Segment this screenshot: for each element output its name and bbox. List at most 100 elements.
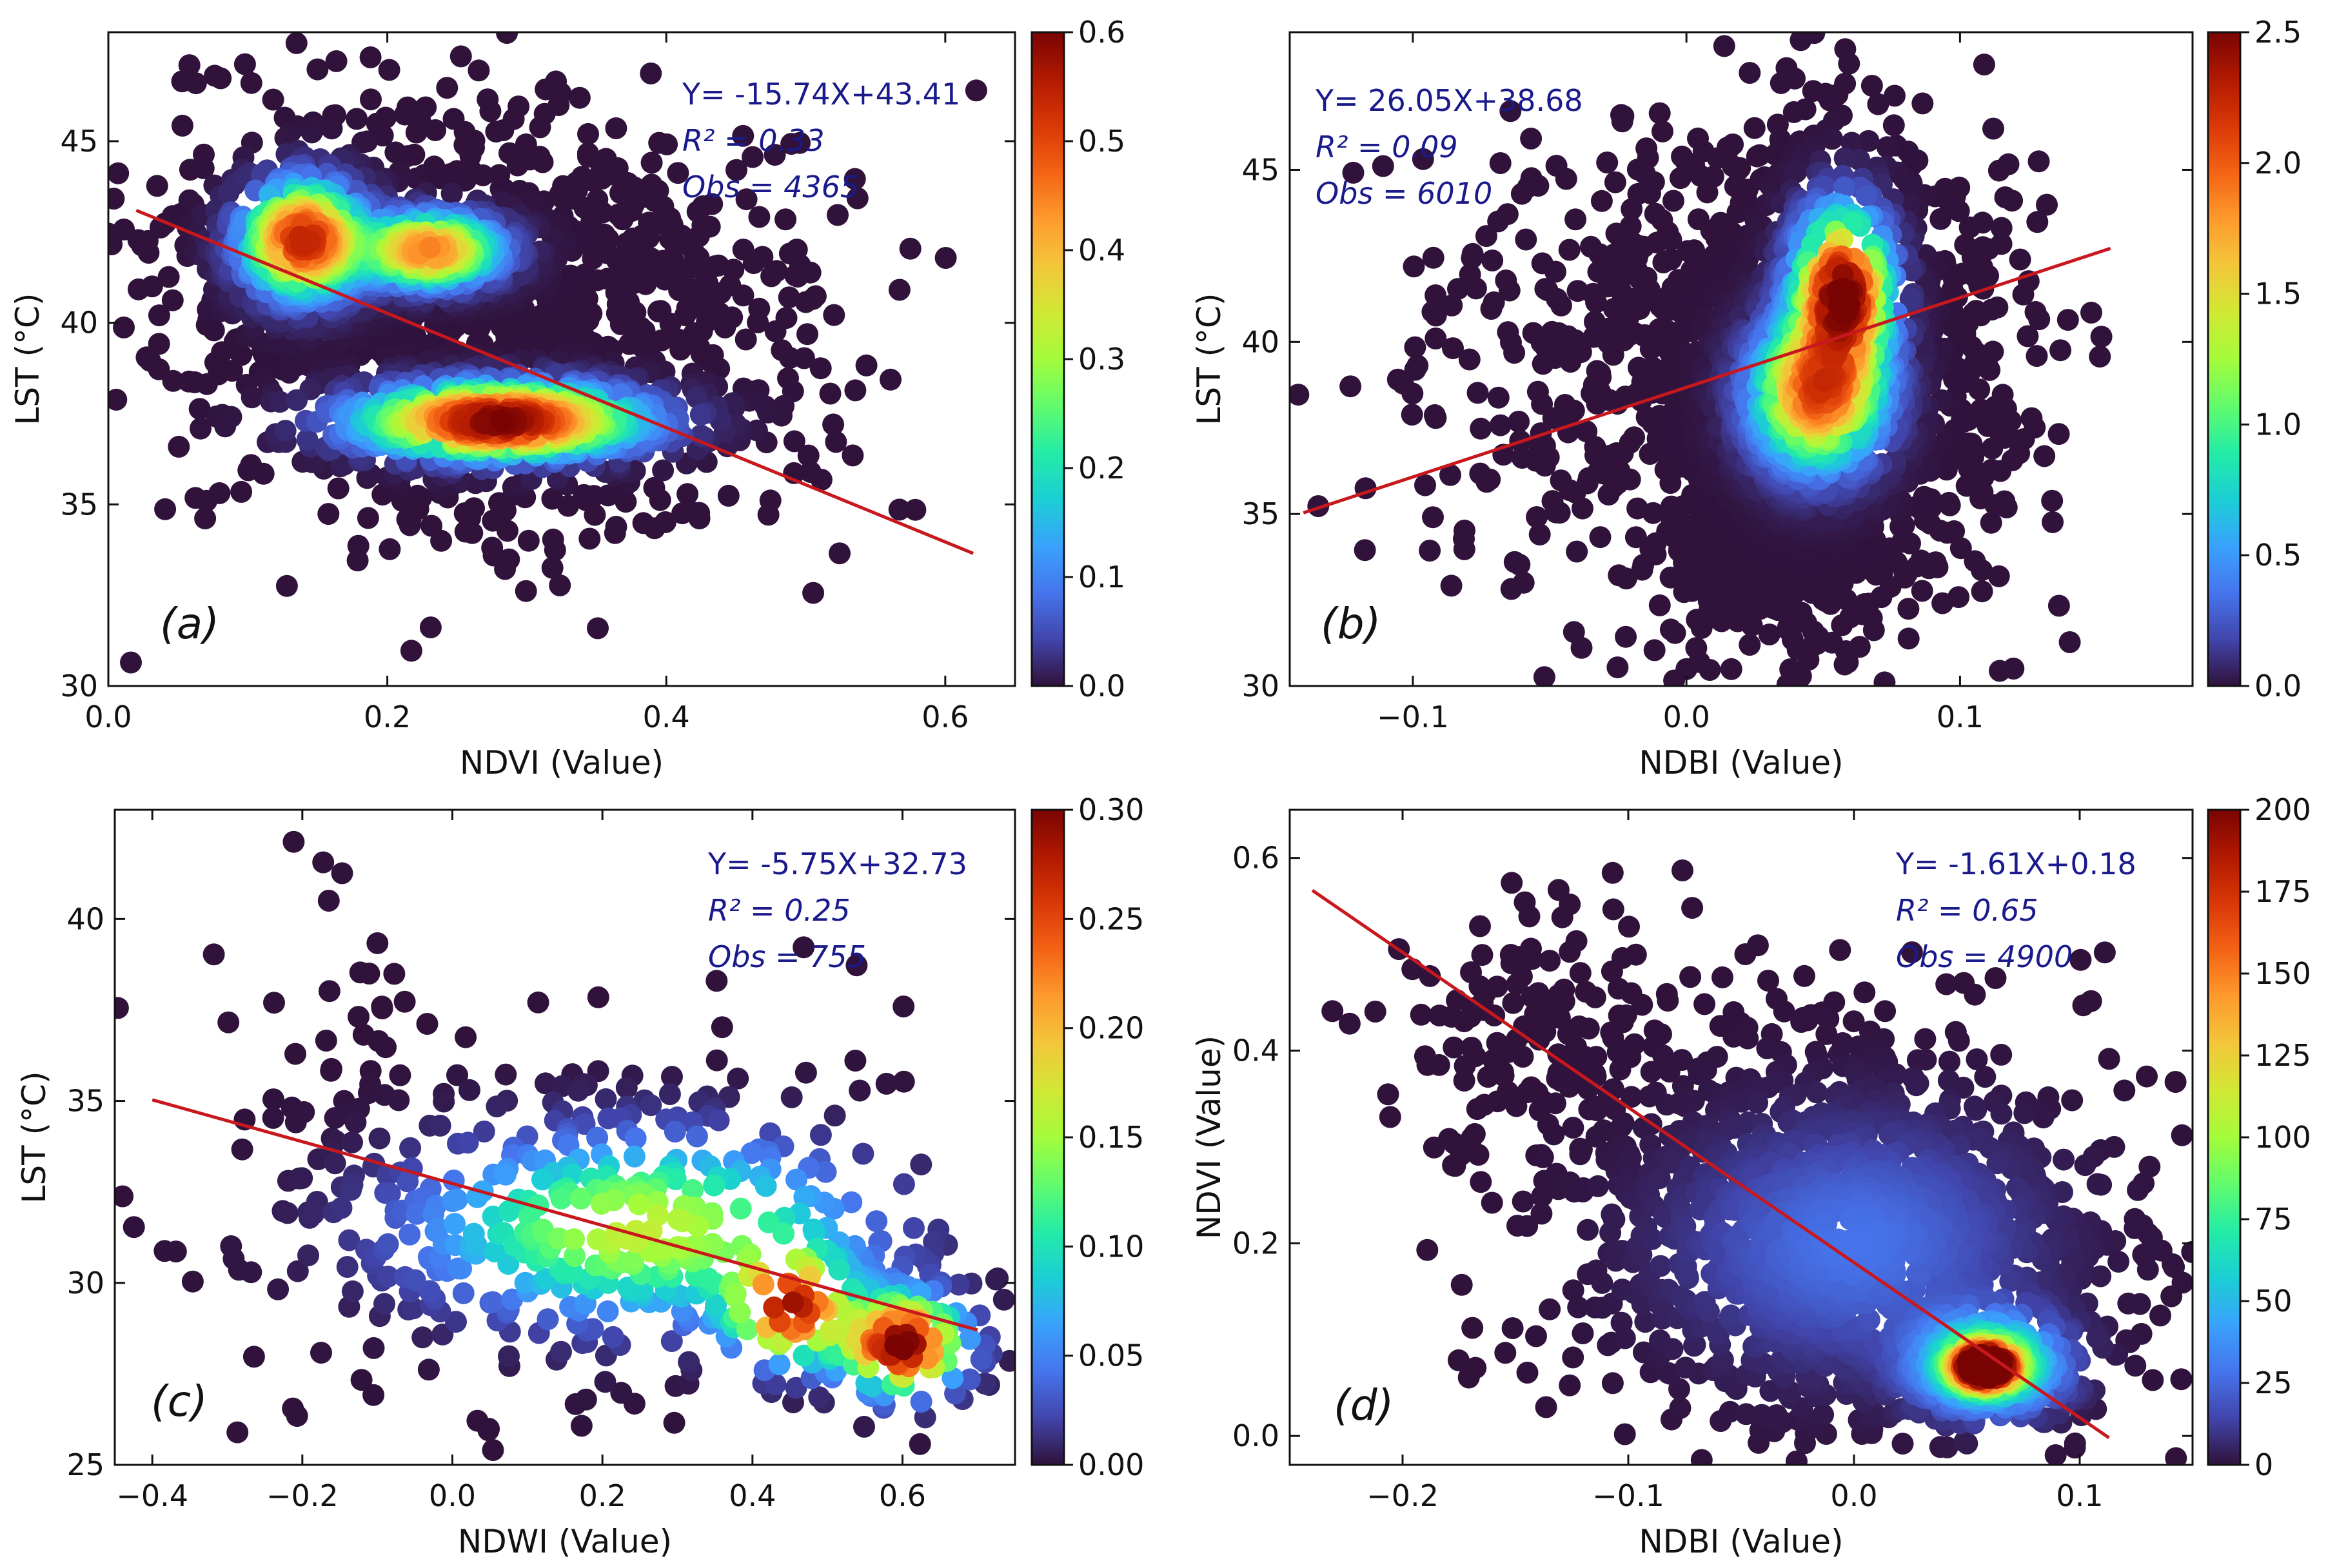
panel-a-point: [357, 507, 379, 529]
panel-b-point: [1563, 399, 1585, 422]
panel-b-point: [1911, 92, 1934, 115]
panel-b-colorbar-label: 1.0: [2254, 407, 2302, 442]
panel-a-point: [725, 159, 747, 181]
panel-b-point: [1897, 598, 1920, 620]
panel-c-point: [594, 1371, 616, 1393]
panel-b-point: [1621, 198, 1643, 220]
panel-b-point: [2027, 150, 2050, 173]
panel-a-point: [778, 347, 801, 369]
panel-a-point: [485, 121, 508, 143]
panel-b-point: [1483, 291, 1505, 313]
panel-c-point: [998, 1349, 1015, 1372]
panel-a-point: [217, 182, 240, 204]
panel-c-point: [793, 936, 815, 959]
panel-a-point: [732, 284, 754, 307]
panel-b-point: [2036, 193, 2058, 216]
panel-b-point: [1857, 130, 1880, 152]
panel-b-point: [1481, 250, 1504, 271]
panel-a-point: [378, 59, 400, 81]
panel-b-point: [1440, 574, 1463, 597]
panel-a-point: [934, 247, 957, 269]
panel-a-point: [188, 398, 211, 420]
panel-b-point: [1441, 294, 1463, 317]
panel-a-point: [578, 527, 601, 550]
panel-a-point: [274, 420, 297, 442]
panel-b-point: [1548, 502, 1571, 524]
panel-b-point: [1648, 594, 1671, 616]
panel-b-point: [1990, 217, 2013, 239]
panel-b-obs: Obs = 6010: [1316, 176, 1492, 211]
panel-a-colorbar-bar: [1030, 31, 1065, 687]
panel-b-point: [1508, 411, 1530, 433]
panel-b-point: [1419, 540, 1441, 562]
panel-a-point: [108, 188, 125, 210]
panel-c-point: [992, 1288, 1015, 1311]
panel-a-point: [667, 162, 689, 184]
panel-b-point: [1404, 336, 1426, 358]
panel-b-point: [1596, 152, 1619, 173]
panel-a-point: [419, 236, 441, 259]
panel-b-point: [2042, 511, 2064, 533]
panel-c-point: [312, 851, 335, 874]
panel-c-point: [399, 1137, 422, 1159]
panel-a-xtick-label: 0.0: [84, 700, 132, 734]
panel-c-point: [445, 1311, 467, 1333]
panel-c-point: [640, 1094, 662, 1117]
panel-a-colorbar: 0.00.10.20.30.40.50.6: [1030, 15, 1125, 703]
panel-a-point: [541, 556, 564, 579]
panel-c-point: [450, 1257, 473, 1280]
panel-a-point: [479, 100, 502, 122]
panel-c-point: [377, 1233, 399, 1255]
panel-a-point: [643, 476, 666, 499]
panel-a-point: [275, 574, 298, 597]
panel-b-point: [2017, 325, 2039, 348]
panel-b-point: [1898, 193, 1921, 215]
panel-a-point: [440, 182, 463, 205]
panel-b-point: [1713, 35, 1735, 57]
panel-b-point: [1913, 485, 1935, 508]
panel-c-point: [348, 1006, 370, 1028]
panel-a-point: [676, 483, 699, 505]
panel-a-point: [827, 204, 849, 226]
panel-a-ytick-label: 40: [60, 306, 98, 340]
panel-c-point: [482, 1439, 504, 1461]
panel-c-point: [660, 1330, 683, 1353]
panel-b-point: [1563, 621, 1585, 643]
panel-c-point: [397, 1170, 419, 1193]
panel-a-point: [463, 497, 485, 520]
panel-b-point: [1589, 526, 1612, 549]
panel-c-point: [910, 1391, 932, 1413]
panel-c-point: [452, 1282, 475, 1304]
panel-b-point: [1794, 98, 1817, 121]
panel-b-point: [1422, 506, 1444, 529]
panel-b-point: [1910, 549, 1932, 572]
panel-c-point: [615, 1077, 638, 1099]
panel-c-point: [711, 1016, 733, 1039]
panel-a-point: [291, 232, 314, 255]
panel-c-point: [740, 1142, 763, 1164]
panel-b-point: [1442, 337, 1464, 360]
panel-b-point: [1954, 233, 1977, 256]
panel-b-ytick-label: 35: [1241, 496, 1279, 531]
panel-a-point: [285, 32, 308, 54]
panel-c-point: [537, 1308, 559, 1331]
panel-c-point: [809, 1124, 832, 1146]
panel-b-point: [2089, 346, 2111, 368]
panel-b-point: [1639, 182, 1661, 204]
panel-b-point: [1800, 233, 1823, 256]
panel-a-point: [481, 536, 504, 559]
panel-b-point: [1685, 637, 1708, 660]
panel-b-point: [1566, 540, 1588, 563]
panel-c-point: [336, 1256, 359, 1278]
panel-c-point: [262, 1088, 284, 1111]
panel-b-xtick-label: 0.1: [1937, 700, 1984, 734]
panel-a-point: [778, 286, 800, 309]
panel-c-point: [388, 1089, 410, 1112]
panel-a-obs: Obs = 4365: [682, 170, 859, 204]
panel-b-point: [1528, 524, 1551, 545]
panel-c-point: [383, 963, 406, 985]
panel-c-point: [727, 1067, 749, 1090]
panel-a-point: [888, 279, 911, 301]
panel-a-point: [573, 484, 595, 506]
panel-c-point: [366, 932, 389, 954]
